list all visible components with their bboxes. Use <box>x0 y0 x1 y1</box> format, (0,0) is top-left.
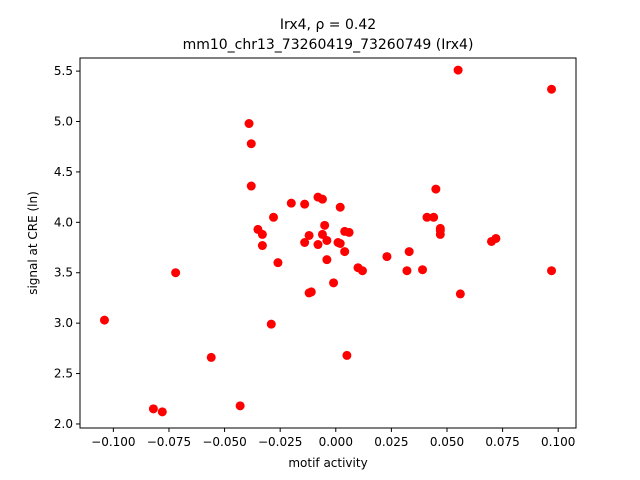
chart-title-line1: Irx4, ρ = 0.42 <box>280 17 376 33</box>
data-point <box>171 268 181 278</box>
data-point <box>404 247 414 257</box>
data-point <box>357 266 367 276</box>
data-point <box>547 266 557 276</box>
x-tick-label: 0.100 <box>541 435 575 449</box>
data-point <box>453 65 463 75</box>
x-tick-label: −0.050 <box>202 435 246 449</box>
data-point <box>455 289 465 299</box>
data-point <box>317 194 327 204</box>
x-axis-label: motif activity <box>288 456 367 470</box>
data-point <box>335 239 345 249</box>
y-tick-label: 3.5 <box>54 266 73 280</box>
data-point <box>429 212 439 222</box>
x-tick-label: 0.000 <box>319 435 353 449</box>
y-tick-label: 5.5 <box>54 64 73 78</box>
data-point <box>491 233 501 243</box>
data-point <box>306 287 316 297</box>
y-tick-label: 2.0 <box>54 417 73 431</box>
data-point <box>335 202 345 212</box>
data-point <box>266 319 276 329</box>
data-point <box>329 278 339 288</box>
data-point <box>286 198 296 208</box>
y-tick-label: 3.0 <box>54 316 73 330</box>
data-point <box>246 181 256 191</box>
x-tick-label: 0.075 <box>485 435 519 449</box>
data-point <box>344 227 354 237</box>
data-point <box>320 220 330 230</box>
y-tick-label: 5.0 <box>54 115 73 129</box>
data-points <box>99 65 557 417</box>
data-point <box>246 139 256 149</box>
x-tick-label: −0.075 <box>147 435 191 449</box>
data-point <box>157 407 167 417</box>
x-tick-label: −0.100 <box>91 435 135 449</box>
y-tick-label: 4.0 <box>54 215 73 229</box>
y-axis-ticks: 2.0 2.5 3.0 3.5 4.0 4.5 5.0 5.5 <box>54 64 80 431</box>
data-point <box>206 352 216 362</box>
data-point <box>313 240 323 250</box>
data-point <box>300 237 310 247</box>
y-axis-label: signal at CRE (ln) <box>26 191 40 295</box>
data-point <box>382 252 392 262</box>
data-point <box>435 229 445 239</box>
x-axis-ticks: −0.100 −0.075 −0.050 −0.025 0.000 0.025 0.050 0… <box>91 428 575 449</box>
data-point <box>244 119 254 129</box>
data-point <box>422 212 432 222</box>
data-point <box>322 235 332 245</box>
plot-frame <box>79 57 577 429</box>
data-point <box>99 315 109 325</box>
data-point <box>340 247 350 257</box>
data-point <box>547 84 557 94</box>
data-point <box>148 404 158 414</box>
data-point <box>235 401 245 411</box>
chart-title-line2: mm10_chr13_73260419_73260749 (Irx4) <box>183 37 474 53</box>
data-point <box>257 241 267 251</box>
data-point <box>300 199 310 209</box>
data-point <box>269 212 279 222</box>
data-point <box>431 184 441 194</box>
data-point <box>418 265 428 275</box>
data-point <box>257 229 267 239</box>
y-tick-label: 4.5 <box>54 165 73 179</box>
data-point <box>402 266 412 276</box>
data-point <box>322 255 332 265</box>
x-tick-label: 0.025 <box>374 435 408 449</box>
data-point <box>273 258 283 268</box>
x-tick-label: 0.050 <box>430 435 464 449</box>
y-tick-label: 2.5 <box>54 367 73 381</box>
data-point <box>342 350 352 360</box>
x-tick-label: −0.025 <box>258 435 302 449</box>
data-point <box>304 230 314 240</box>
